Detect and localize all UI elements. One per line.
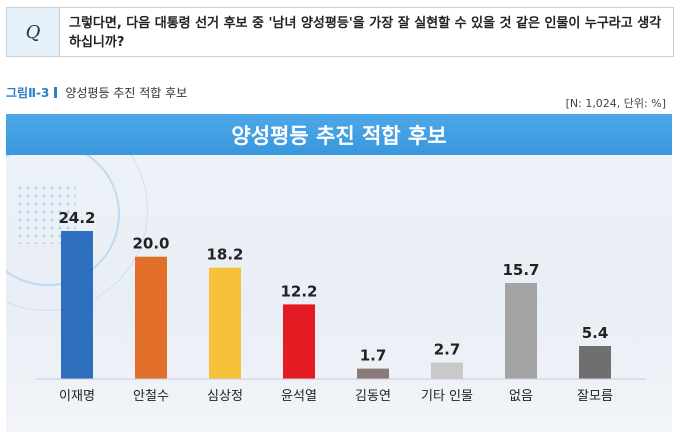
value-label-7: 15.7 [502,261,539,279]
value-label-3: 18.2 [206,246,243,264]
figure-divider [54,87,58,98]
sample-note: [N: 1,024, 단위: %] [565,97,666,110]
bar-4 [283,304,315,379]
figure-label: 그림Ⅱ-3 양성평등 추진 적합 후보 [6,84,187,101]
category-label-2: 안철수 [133,389,169,404]
bar-5 [357,368,389,379]
value-label-6: 2.7 [434,341,461,359]
category-label-8: 잘모름 [577,389,613,404]
category-label-7: 없음 [509,389,533,404]
question-text: 그렇다면, 다음 대통령 선거 후보 중 '남녀 양성평등'을 가장 잘 실현할… [69,16,662,50]
question-mark: Q [7,8,60,56]
value-label-1: 24.2 [58,209,95,227]
category-label-6: 기타 인물 [421,389,473,404]
bar-6 [431,362,463,379]
value-label-8: 5.4 [582,324,609,342]
category-label-1: 이재명 [59,389,95,404]
value-label-2: 20.0 [132,235,169,253]
bar-8 [579,346,611,379]
figure-caption: 양성평등 추진 적합 후보 [65,86,188,100]
category-label-3: 심상정 [207,389,243,404]
chart-panel: 양성평등 추진 적합 후보 24.2 이재명 20.0 안철수 18.2 심상정 12.2 윤… [6,114,672,432]
category-label-5: 김동연 [355,389,391,404]
value-label-5: 1.7 [360,347,387,365]
value-label-4: 12.2 [280,282,317,300]
bar-7 [505,283,537,379]
bar-3 [209,267,241,379]
question-box: Q 그렇다면, 다음 대통령 선거 후보 중 '남녀 양성평등'을 가장 잘 실… [6,7,674,57]
bar-1 [61,231,93,379]
bar-2 [135,256,167,379]
bar-chart: 24.2 이재명 20.0 안철수 18.2 심상정 12.2 윤석열 1.7 김동연 2.7 기타 … [36,209,646,404]
category-label-4: 윤석열 [281,389,317,404]
figure-number: 그림Ⅱ-3 [6,86,50,100]
chart-title: 양성평등 추진 적합 후보 [6,114,672,155]
